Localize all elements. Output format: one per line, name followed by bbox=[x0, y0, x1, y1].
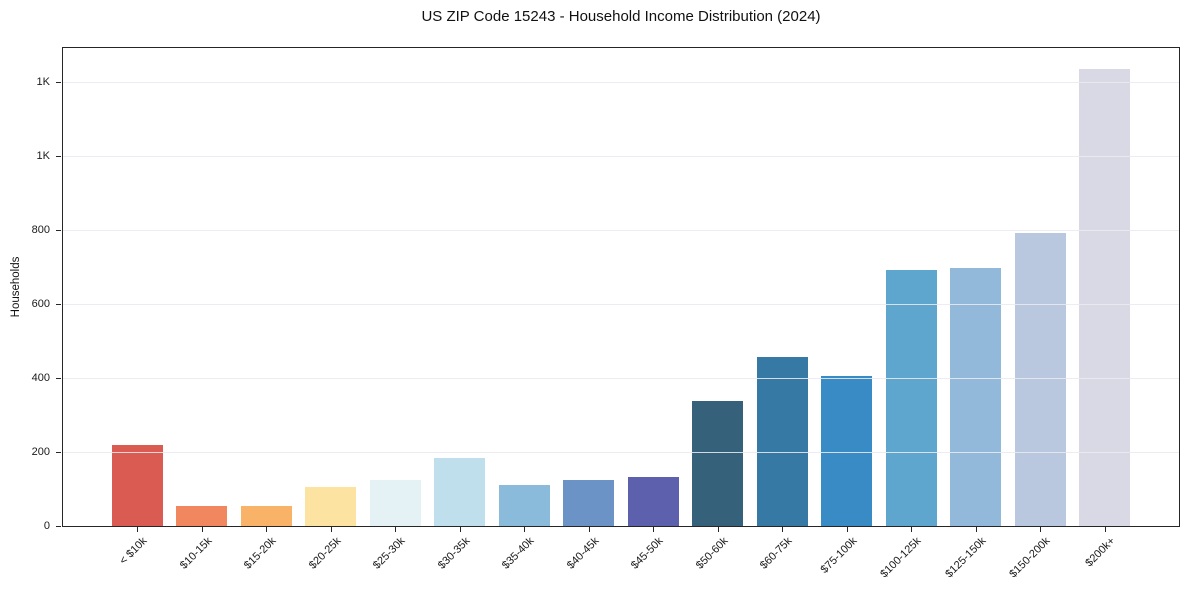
plot-area bbox=[62, 47, 1180, 527]
bar bbox=[240, 506, 292, 526]
x-tick-mark bbox=[1040, 527, 1041, 532]
gridline bbox=[63, 156, 1179, 158]
y-tick-label: 200 bbox=[31, 445, 50, 458]
x-tick-mark bbox=[1104, 527, 1106, 532]
y-tick-mark bbox=[56, 81, 61, 83]
x-tick-mark bbox=[653, 527, 654, 532]
bar bbox=[756, 356, 808, 526]
x-tick-mark bbox=[395, 527, 396, 532]
gridline bbox=[63, 378, 1179, 379]
x-tick-mark bbox=[782, 527, 783, 532]
x-tick-mark bbox=[330, 527, 332, 532]
y-tick-label: 600 bbox=[31, 297, 50, 310]
gridline bbox=[63, 230, 1179, 232]
gridline bbox=[63, 304, 1179, 306]
x-tick-label: < $10k bbox=[117, 535, 150, 568]
bar bbox=[176, 506, 227, 526]
y-tick-label: 1K bbox=[36, 149, 50, 162]
x-tick-mark bbox=[846, 527, 848, 532]
gridline bbox=[63, 82, 1179, 84]
bar bbox=[305, 487, 356, 526]
x-tick-mark bbox=[137, 527, 138, 532]
bar bbox=[1014, 233, 1066, 526]
x-tick-mark bbox=[459, 527, 461, 532]
x-tick-mark bbox=[524, 527, 525, 532]
y-tick-mark bbox=[56, 525, 61, 527]
bar bbox=[563, 480, 614, 526]
bar bbox=[885, 270, 937, 526]
y-tick-mark bbox=[56, 303, 61, 305]
bar bbox=[950, 268, 1001, 526]
x-tick-mark bbox=[201, 527, 203, 532]
y-tick-mark bbox=[56, 451, 61, 453]
bar bbox=[498, 485, 550, 526]
y-tick-mark bbox=[56, 229, 61, 231]
y-tick-mark bbox=[56, 155, 61, 157]
bar bbox=[821, 375, 872, 526]
bar bbox=[369, 480, 421, 526]
y-tick-label: 800 bbox=[31, 223, 50, 236]
x-tick-mark bbox=[266, 527, 267, 532]
gridline bbox=[63, 452, 1179, 453]
x-tick-mark bbox=[717, 527, 719, 532]
y-tick-label: 400 bbox=[31, 371, 50, 384]
x-tick-mark bbox=[588, 527, 590, 532]
bar bbox=[1079, 69, 1130, 526]
bar bbox=[434, 458, 485, 526]
chart-title: US ZIP Code 15243 - Household Income Dis… bbox=[421, 8, 821, 25]
y-tick-label: 1K bbox=[36, 75, 50, 88]
y-tick-mark bbox=[56, 377, 61, 379]
bar bbox=[111, 445, 163, 526]
bar bbox=[627, 477, 679, 526]
x-tick-mark bbox=[911, 527, 912, 532]
bar bbox=[692, 400, 743, 526]
x-tick-mark bbox=[975, 527, 977, 532]
y-tick-label: 0 bbox=[43, 519, 50, 532]
